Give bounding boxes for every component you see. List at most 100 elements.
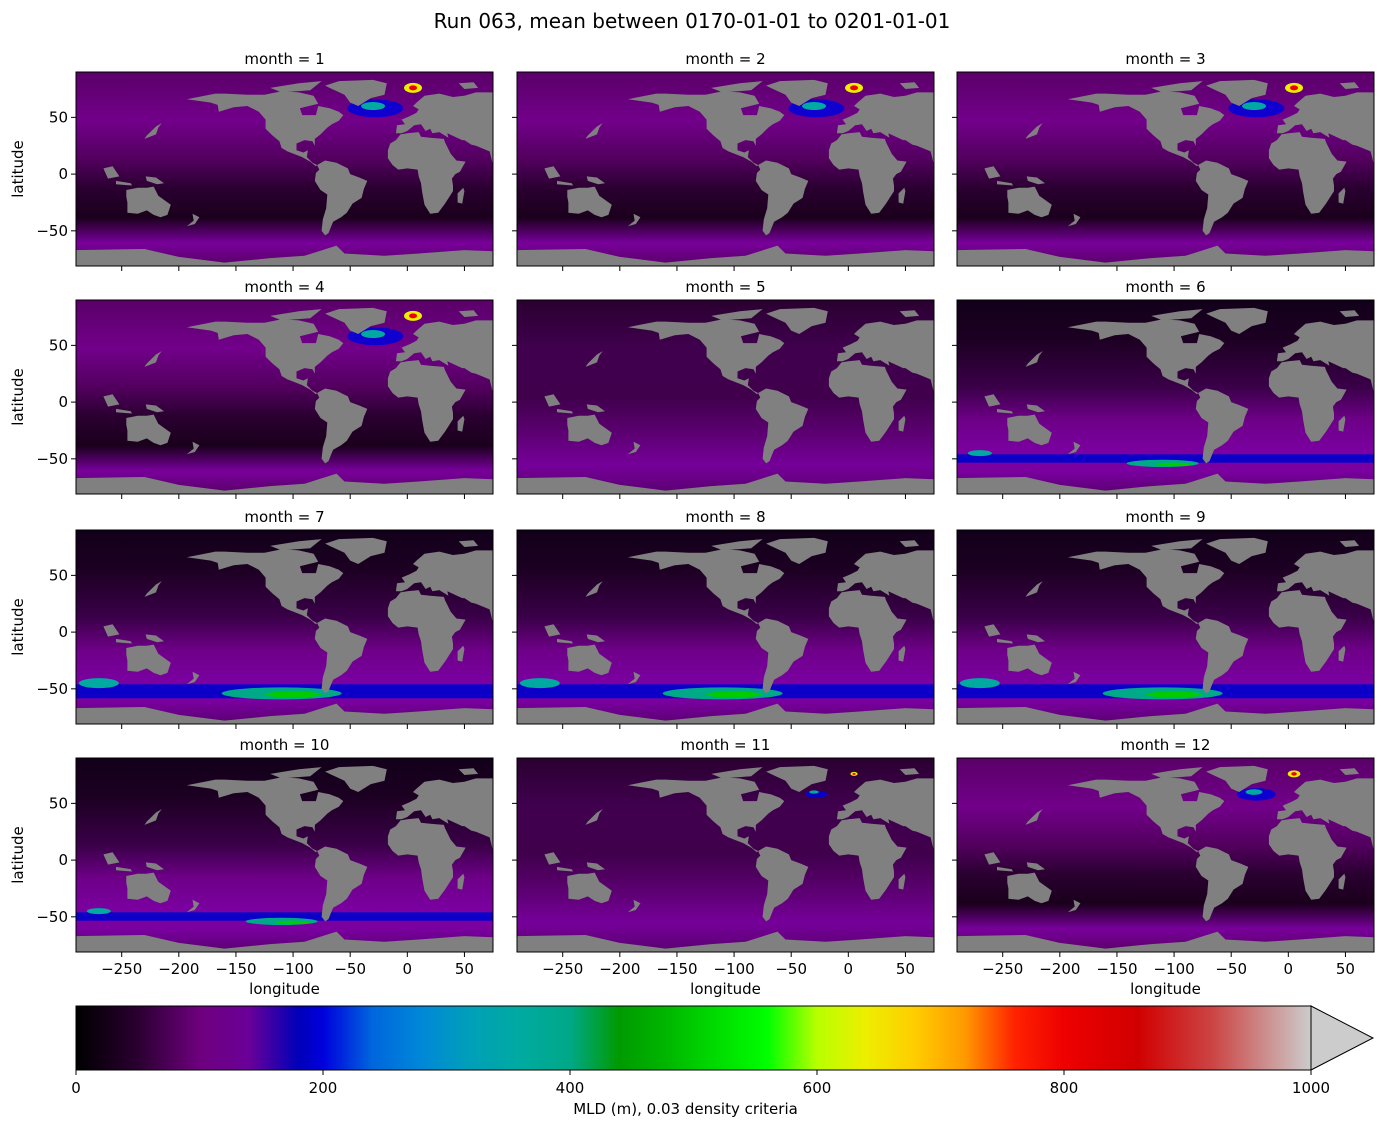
- land-mass: [984, 624, 1001, 637]
- land-mass: [567, 872, 612, 904]
- land-mass: [186, 549, 344, 625]
- land-mass: [898, 187, 906, 204]
- panel-title: month = 9: [1125, 508, 1205, 526]
- land-mass: [186, 899, 200, 913]
- land-mass: [1268, 590, 1347, 672]
- land-mass: [145, 862, 164, 871]
- x-tick-label: −250: [982, 960, 1023, 978]
- colorbar-tick-label: 200: [309, 1079, 338, 1097]
- y-tick-label: −50: [36, 450, 68, 468]
- land-mass: [899, 82, 920, 89]
- land-mass: [828, 590, 907, 672]
- panel-month-1: month = 1 50 0 −50 latitude: [9, 50, 494, 271]
- x-tick-label: −50: [334, 960, 366, 978]
- land-mass: [126, 414, 171, 446]
- land-mass: [458, 310, 479, 317]
- y-axis-label: latitude: [9, 140, 27, 198]
- panel-title: month = 2: [685, 50, 765, 68]
- land-mass: [186, 777, 344, 853]
- land-mass: [145, 176, 164, 185]
- panel-title: month = 10: [240, 736, 330, 754]
- land-mass: [517, 703, 934, 724]
- panel-month-2: month = 2: [512, 50, 935, 271]
- land-mass: [836, 550, 934, 623]
- land-mass: [627, 549, 785, 625]
- colorbar-frame: [75, 1005, 1312, 1071]
- land-mass: [387, 132, 466, 214]
- land-mass: [836, 320, 934, 393]
- land-mass: [984, 166, 1001, 179]
- panel-frame: [516, 529, 935, 725]
- land-mass: [387, 818, 466, 900]
- land-mass: [325, 537, 387, 564]
- land-mass: [1026, 634, 1045, 643]
- land-mass: [766, 79, 828, 106]
- x-tick-label: 50: [455, 960, 474, 978]
- land-mass: [457, 415, 465, 432]
- land-mass: [627, 777, 785, 853]
- land-mass: [325, 307, 387, 334]
- panel-month-10: month = 10 −250 −200 −150 −100 −50 0 50 longitud…: [9, 736, 494, 998]
- x-tick-label: 50: [1336, 960, 1355, 978]
- land-mass: [270, 767, 322, 779]
- land-mass: [1007, 644, 1052, 676]
- land-mass: [1067, 899, 1081, 913]
- land-mass: [458, 82, 479, 89]
- land-mass: [567, 186, 612, 218]
- panel-month-9: month = 9: [952, 508, 1375, 729]
- panel-month-6: month = 6: [952, 278, 1375, 499]
- land-mass: [898, 873, 906, 890]
- land-mass: [1268, 818, 1347, 900]
- y-tick-label: 50: [49, 794, 68, 812]
- land-mass: [1338, 187, 1346, 204]
- land-mass: [76, 703, 493, 724]
- land-mass: [836, 778, 934, 851]
- land-mass: [755, 160, 809, 236]
- panel-title: month = 1: [244, 50, 324, 68]
- x-tick-label: −150: [1096, 960, 1137, 978]
- land-mass: [1025, 123, 1043, 139]
- land-mass: [544, 852, 561, 865]
- panel-frame: [516, 299, 935, 495]
- land-mass: [1276, 778, 1374, 851]
- x-tick-label: 0: [403, 960, 413, 978]
- land-mass: [116, 866, 132, 872]
- land-mass: [1338, 873, 1346, 890]
- land-mass: [314, 388, 368, 464]
- land-mass: [517, 931, 934, 952]
- land-mass: [395, 92, 493, 165]
- land-mass: [116, 180, 132, 186]
- land-mass: [557, 408, 573, 414]
- y-tick-label: 50: [49, 108, 68, 126]
- land-mass: [711, 81, 763, 93]
- colorbar-label: MLD (m), 0.03 density criteria: [573, 1100, 798, 1118]
- land-mass: [1338, 645, 1346, 662]
- x-tick-label: −250: [542, 960, 583, 978]
- panel-title: month = 11: [681, 736, 771, 754]
- land-mass: [557, 866, 573, 872]
- x-tick-label: −50: [1215, 960, 1247, 978]
- y-tick-label: 50: [49, 566, 68, 584]
- x-tick-label: −100: [713, 960, 754, 978]
- land-mass: [898, 415, 906, 432]
- land-mass: [517, 473, 934, 494]
- land-mass: [1007, 186, 1052, 218]
- land-mass: [544, 394, 561, 407]
- panel-title: month = 8: [685, 508, 765, 526]
- land-mass: [828, 818, 907, 900]
- x-tick-label: −250: [101, 960, 142, 978]
- land-mass: [586, 404, 605, 413]
- land-mass: [270, 81, 322, 93]
- land-mass: [126, 872, 171, 904]
- colorbar: 0 200 400 600 800 1000 MLD (m), 0.03 density c…: [71, 1005, 1375, 1118]
- x-tick-label: 0: [1284, 960, 1294, 978]
- land-mass: [1195, 160, 1249, 236]
- land-mass: [314, 618, 368, 694]
- colorbar-tick-label: 1000: [1292, 1079, 1330, 1097]
- land-mass: [557, 638, 573, 644]
- land-mass: [586, 634, 605, 643]
- land-mass: [997, 638, 1013, 644]
- panel-frame: [75, 757, 494, 953]
- land-mass: [1151, 539, 1203, 551]
- land-mass: [828, 360, 907, 442]
